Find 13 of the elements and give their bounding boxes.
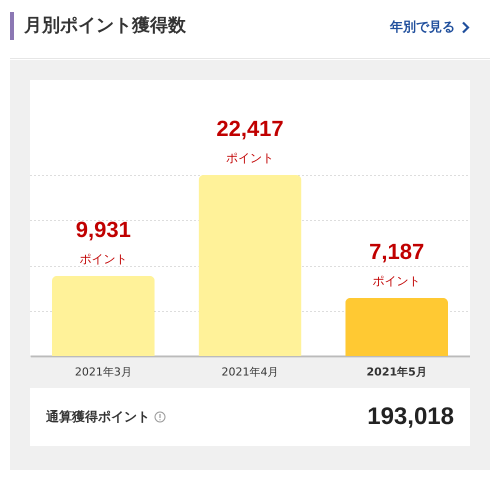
x-tick-label: 2021年3月 (74, 366, 132, 378)
chart-title: 月別ポイント獲得数 (10, 12, 186, 40)
x-tick-label: 2021年5月 (366, 366, 427, 378)
data-label: 22,417 (216, 116, 284, 141)
annotation: ポイント (226, 151, 274, 165)
annotation: ポイント (372, 274, 421, 288)
x-tick-label: 2021年4月 (222, 366, 278, 378)
text: 年別で見る (390, 19, 455, 36)
text: 193,018 (367, 403, 454, 431)
text: 通算獲得ポイント (46, 409, 150, 426)
annotation: ポイント (79, 252, 128, 266)
data-label: 7,187 (369, 238, 424, 264)
data-label: 9,931 (76, 216, 131, 242)
